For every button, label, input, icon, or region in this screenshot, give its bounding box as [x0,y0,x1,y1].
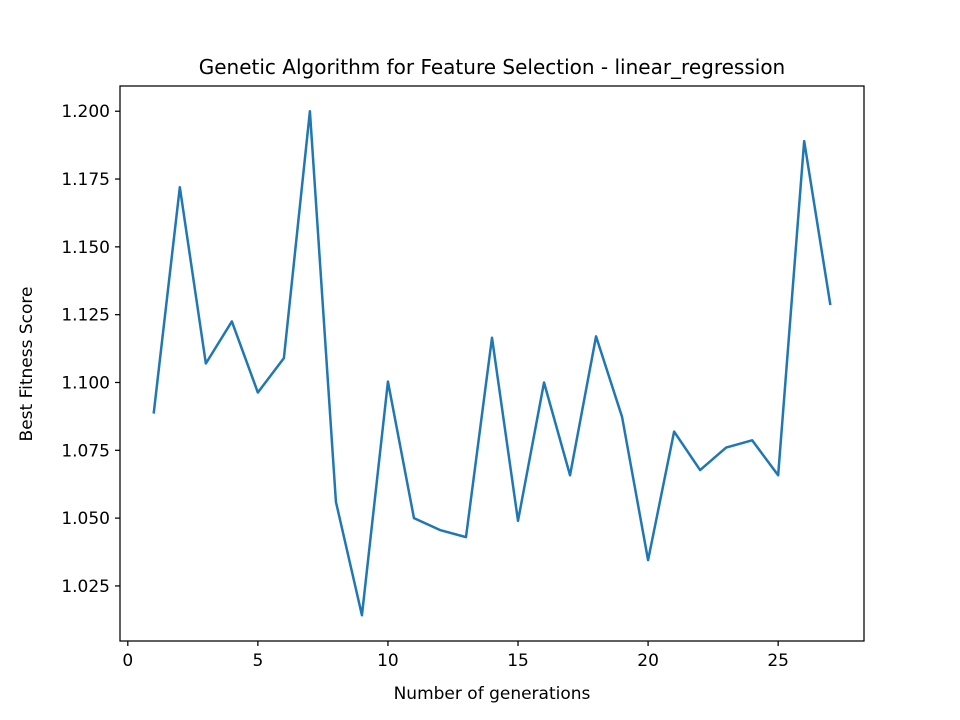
y-tick-label: 1.025 [61,577,110,597]
x-tick-label: 0 [122,651,133,671]
y-tick-label: 1.150 [61,238,110,258]
chart-title: Genetic Algorithm for Feature Selection … [199,55,785,79]
x-tick-label: 5 [252,651,263,671]
y-tick-label: 1.200 [61,102,110,122]
x-tick-label: 20 [637,651,659,671]
y-tick-label: 1.175 [61,170,110,190]
y-tick-label: 1.100 [61,373,110,393]
plot-frame [119,85,865,642]
y-tick-label: 1.075 [61,441,110,461]
y-axis-label: Best Fitness Score [17,287,37,442]
y-tick-label: 1.125 [61,306,110,326]
plot-area: 0 5 10 15 20 25 1.025 1.050 1.075 1.100 1.125 1.150… [61,85,865,671]
data-line [152,109,832,617]
x-tick-label: 10 [377,651,399,671]
x-tick-label: 15 [507,651,529,671]
x-tick-label: 25 [767,651,789,671]
y-tick-label: 1.050 [61,509,110,529]
x-axis-label: Number of generations [394,684,591,704]
